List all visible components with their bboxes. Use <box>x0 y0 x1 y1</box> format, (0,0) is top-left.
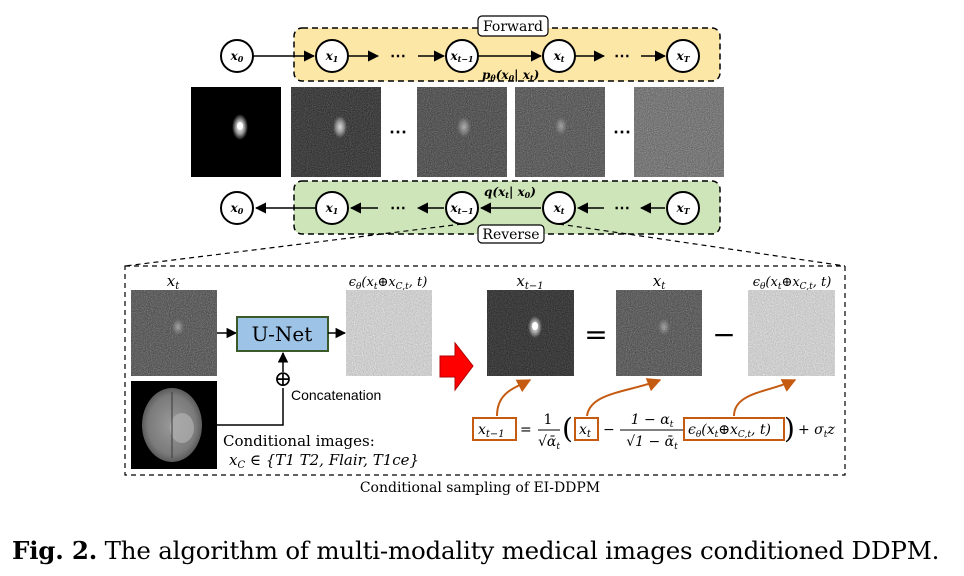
formula-link-arrows <box>496 378 797 417</box>
red-arrow <box>439 341 474 392</box>
strip-ellipsis-1: ⋯ <box>389 122 407 143</box>
figure-caption: Fig. 2. The algorithm of multi-modality … <box>12 536 939 565</box>
forward-ellipsis-1: ⋯ <box>390 46 406 65</box>
svg-text:xt: xt <box>579 422 592 440</box>
forward-label: Forward <box>483 19 543 35</box>
forward-transition-label: pθ(x0| xt) <box>482 68 539 83</box>
concat-symbol: ⊕ <box>274 367 292 392</box>
eq-minus: − <box>712 318 735 351</box>
svg-text:ϵθ(xt⊕xC,t, t): ϵθ(xt⊕xC,t, t) <box>688 422 771 440</box>
svg-text:+ σtz: + σtz <box>798 422 835 440</box>
cond-sampling-box <box>124 265 846 476</box>
eq-noise-label: ϵθ(xt⊕xC,t, t) <box>753 275 832 292</box>
svg-text:√ᾱt: √ᾱt <box>538 434 560 452</box>
ddpm-diagram: Forward x0 x1 xt−1 xt xT ⋯ ⋯ pθ(x0| xt) … <box>124 15 846 496</box>
svg-text:−: − <box>603 422 615 438</box>
svg-text:(: ( <box>562 412 573 445</box>
svg-text:1 − αt: 1 − αt <box>631 412 674 430</box>
reverse-nodes: x0 x1 xt−1 xt xT <box>220 191 700 225</box>
forward-ellipsis-2: ⋯ <box>614 46 630 65</box>
input-xt-label: xt <box>167 272 180 292</box>
reverse-ellipsis-1: ⋯ <box>390 198 406 217</box>
reverse-label: Reverse <box>482 227 539 243</box>
cond-images-label: Conditional images: <box>223 432 375 450</box>
reverse-node-x0 <box>220 191 254 225</box>
noise-label: ϵθ(xt⊕xC,t, t) <box>349 275 428 292</box>
eq-xt-label: xt <box>653 272 666 292</box>
eq-xt-1-label: xt−1 <box>516 272 543 292</box>
svg-text:xt−1: xt−1 <box>478 422 505 440</box>
cond-set-label: xC ∈ {T1 T2, Flair, T1ce} <box>229 451 419 471</box>
image-strip: ⋯ ⋯ <box>191 87 724 177</box>
reverse-ellipsis-2: ⋯ <box>614 198 630 217</box>
cond-sampling-title: Conditional sampling of EI-DDPM <box>360 480 600 496</box>
forward-node-xT <box>666 39 700 73</box>
unet-label: U-Net <box>252 322 313 346</box>
reverse-transition-label: q(xt| x0) <box>484 185 536 200</box>
svg-text:√1 − ᾱt: √1 − ᾱt <box>626 434 678 452</box>
caption-label: Fig. 2. <box>12 536 98 565</box>
svg-text:1: 1 <box>544 412 553 428</box>
svg-text:=: = <box>520 422 532 438</box>
caption-text: The algorithm of multi-modality medical … <box>97 536 940 565</box>
update-formula: xt−1 = 1 √ᾱt ( xt − 1 − αt √1 − ᾱt ϵθ(xt… <box>472 412 835 452</box>
concat-label: Concatenation <box>291 387 381 403</box>
unet-block <box>236 316 329 352</box>
zoom-guides <box>124 223 846 267</box>
eq-equals: = <box>584 318 607 351</box>
strip-ellipsis-2: ⋯ <box>613 122 631 143</box>
svg-text:): ) <box>784 412 795 445</box>
reverse-node-xT <box>666 191 700 225</box>
arrow-cond-to-concat <box>217 388 284 426</box>
